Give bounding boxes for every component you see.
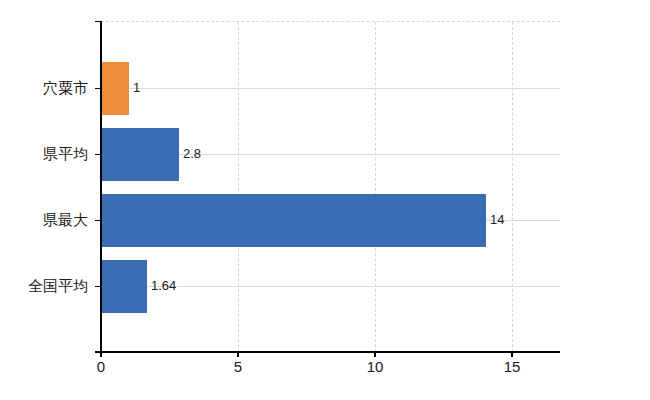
x-axis-tick [100,353,102,357]
category-label: 県最大 [0,210,88,230]
x-axis-tick [511,353,513,357]
bar [102,128,179,181]
x-axis-line [95,351,560,353]
bar [102,62,129,115]
value-label: 1.64 [151,277,176,295]
gridline-horizontal [101,88,560,89]
bar [102,194,486,247]
value-label: 1 [133,79,140,97]
x-axis-tick [374,353,376,357]
category-label: 県平均 [0,144,88,164]
x-tick-label: 0 [81,358,121,375]
x-axis-tick [237,353,239,357]
category-label: 全国平均 [0,276,88,296]
value-label: 2.8 [183,145,201,163]
x-tick-label: 15 [492,358,532,375]
value-label: 14 [490,211,504,229]
category-label: 穴粟市 [0,78,88,98]
x-tick-label: 5 [218,358,258,375]
x-tick-label: 10 [355,358,395,375]
gridline-vertical [375,22,376,352]
gridline-vertical [512,22,513,352]
plot-top-border [101,21,560,22]
gridline-vertical [238,22,239,352]
y-axis-line [100,21,102,352]
bar-chart-canvas: 1 穴粟市 2.8 県平均 14 県最大 1.64 全国平均 0 5 10 15 [0,0,650,400]
bar [102,260,147,313]
